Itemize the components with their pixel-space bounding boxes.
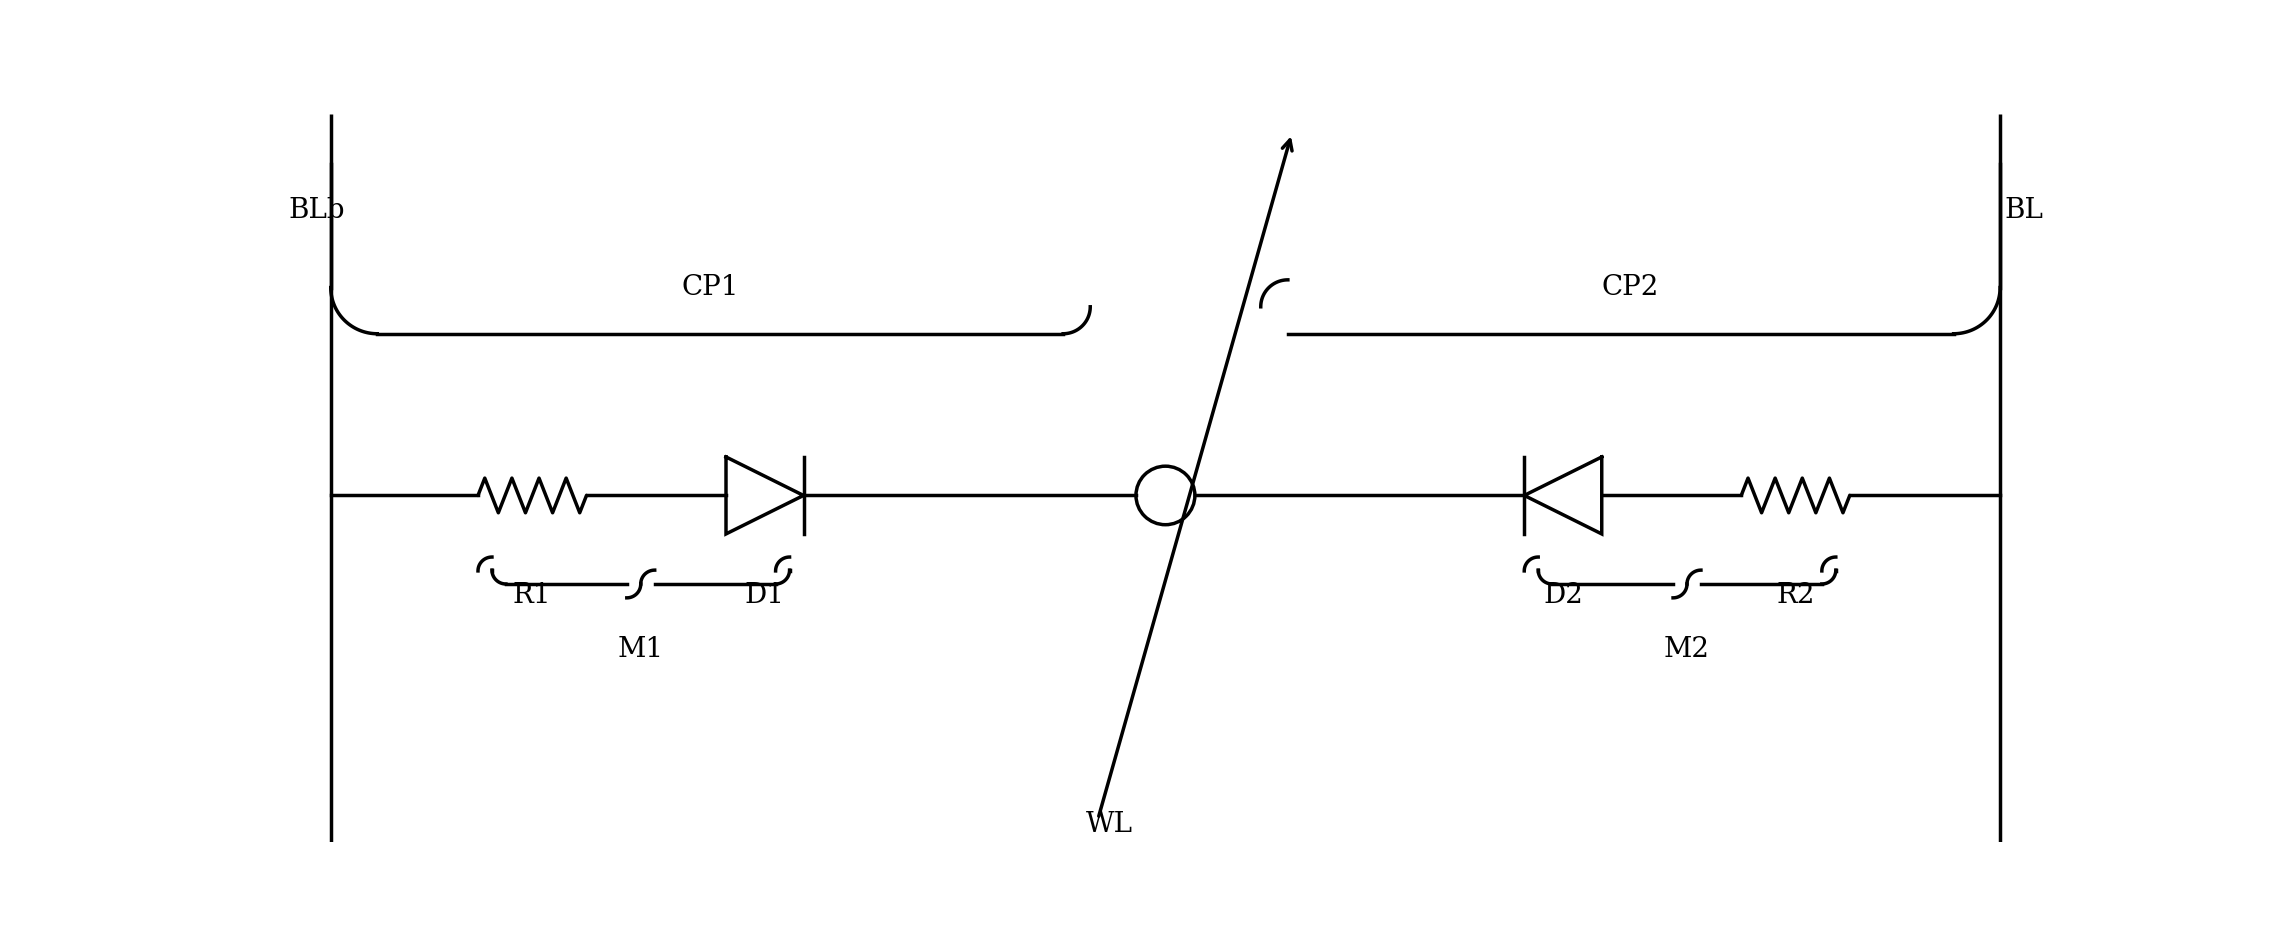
Text: D2: D2: [1544, 582, 1583, 609]
Text: CP2: CP2: [1601, 274, 1660, 301]
Text: BLb: BLb: [289, 197, 346, 224]
Text: R2: R2: [1776, 582, 1815, 609]
Text: BL: BL: [2006, 197, 2044, 224]
Text: M1: M1: [619, 636, 664, 663]
Text: M2: M2: [1665, 636, 1710, 663]
Text: D1: D1: [746, 582, 785, 609]
Text: WL: WL: [1087, 811, 1132, 838]
Text: R1: R1: [514, 582, 553, 609]
Text: CP1: CP1: [682, 274, 739, 301]
